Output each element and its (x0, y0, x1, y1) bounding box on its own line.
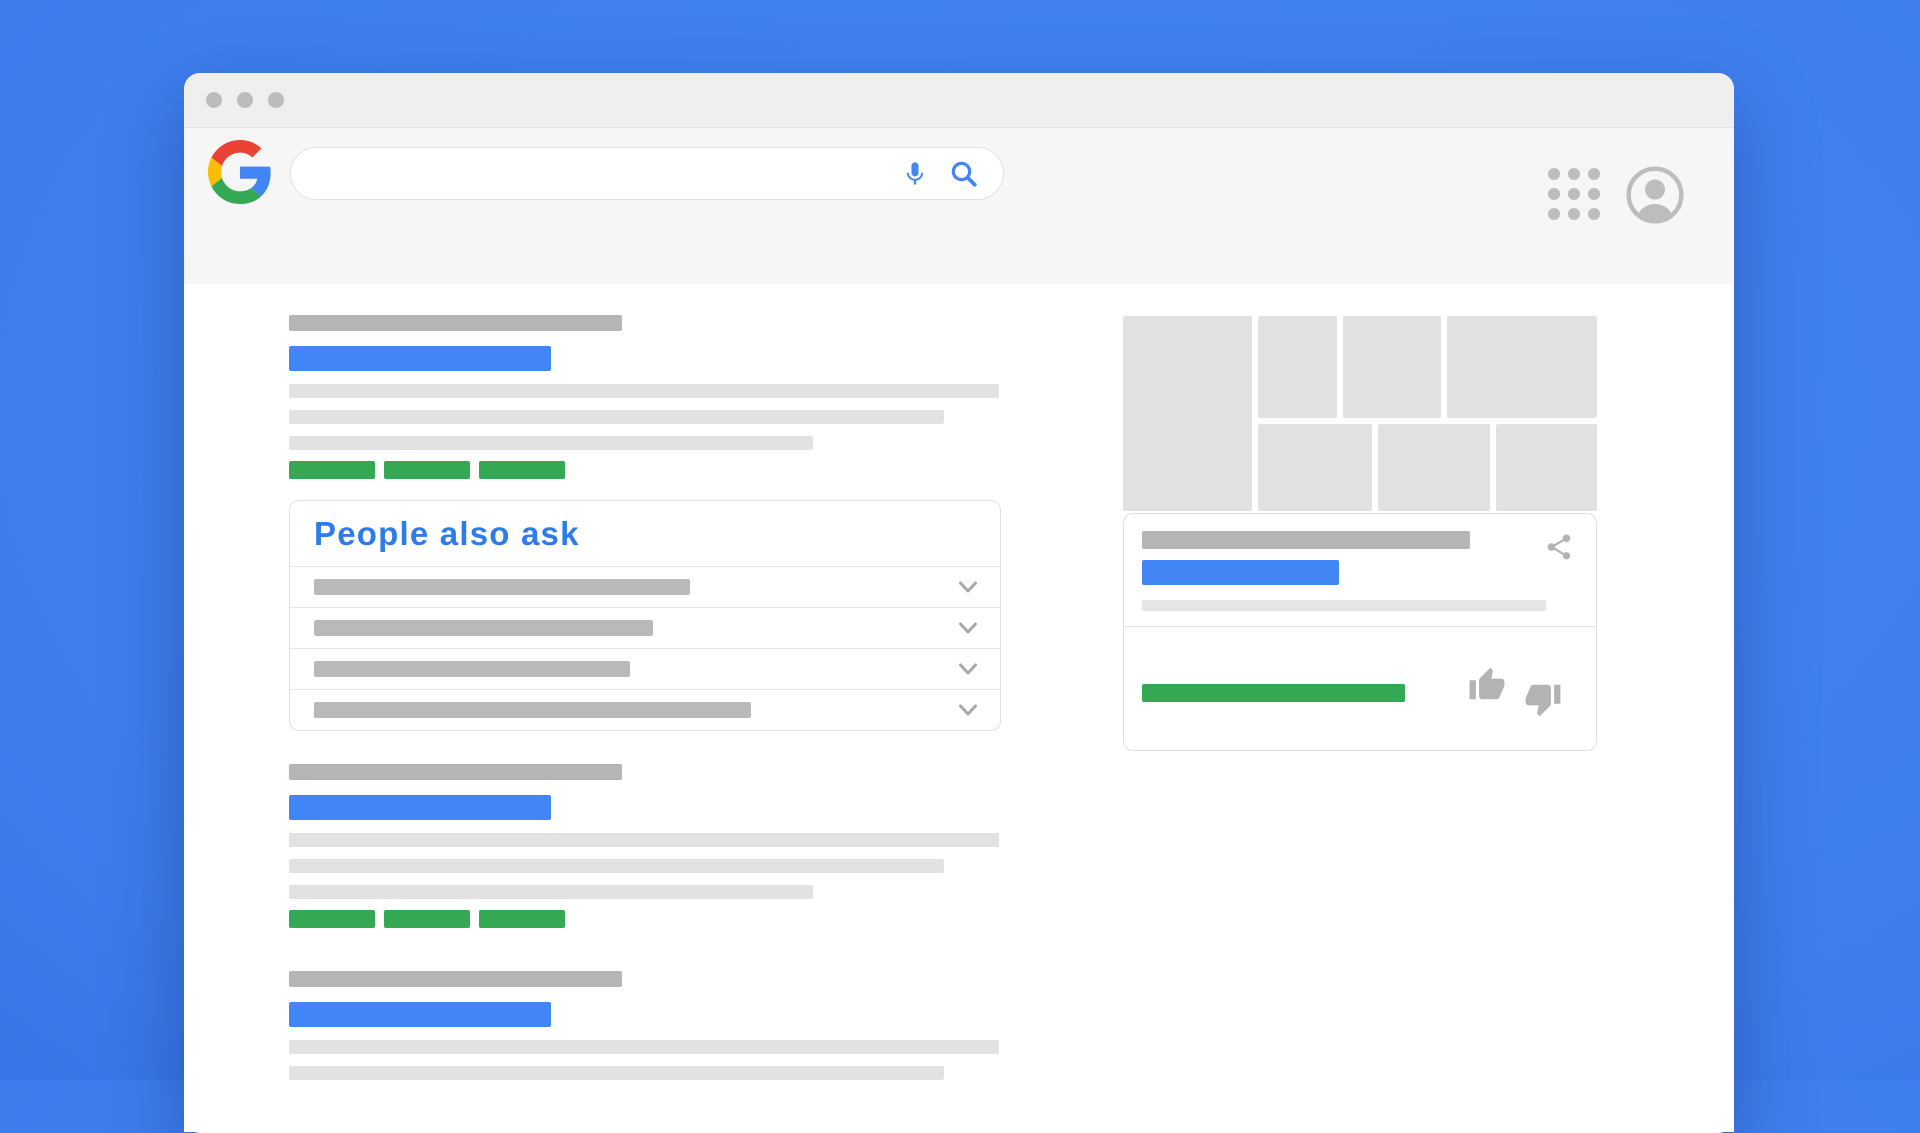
search-bar[interactable] (290, 147, 1004, 200)
image-placeholder[interactable] (1378, 424, 1490, 511)
image-placeholder[interactable] (1258, 316, 1337, 418)
people-also-ask-box: People also ask (289, 500, 1001, 731)
result-url-placeholder (289, 764, 622, 780)
panel-detail-placeholder (1142, 600, 1546, 611)
question-placeholder (314, 661, 630, 677)
image-placeholder[interactable] (1123, 316, 1252, 511)
knowledge-panel-image-grid (1123, 316, 1597, 511)
thumbs-down-icon[interactable] (1524, 680, 1562, 723)
knowledge-panel (1123, 316, 1597, 751)
window-control-dot[interactable] (268, 92, 284, 108)
chevron-down-icon[interactable] (958, 663, 978, 676)
result-description-placeholder (289, 436, 813, 450)
image-placeholder[interactable] (1447, 316, 1597, 418)
result-description-placeholder (289, 410, 944, 424)
result-url-placeholder (289, 315, 622, 331)
result-action-buttons (289, 461, 1001, 479)
window-control-dot[interactable] (206, 92, 222, 108)
google-logo (208, 140, 272, 204)
action-button-placeholder[interactable] (384, 910, 470, 928)
result-description-placeholder (289, 833, 999, 847)
chevron-down-icon[interactable] (958, 704, 978, 717)
browser-window: People also ask (184, 73, 1734, 1133)
image-placeholder[interactable] (1496, 424, 1597, 511)
people-also-ask-row[interactable] (290, 607, 1000, 648)
action-button-placeholder[interactable] (479, 461, 565, 479)
result-description-placeholder (289, 1066, 944, 1080)
feedback-label-placeholder (1142, 684, 1405, 702)
thumbs-up-icon[interactable] (1468, 666, 1506, 709)
action-button-placeholder[interactable] (479, 910, 565, 928)
knowledge-panel-card (1123, 513, 1597, 751)
window-control-dot[interactable] (237, 92, 253, 108)
search-results-page: People also ask (184, 284, 1734, 1132)
question-placeholder (314, 702, 751, 718)
results-column: People also ask (289, 284, 1001, 1080)
panel-link-placeholder[interactable] (1142, 560, 1339, 585)
people-also-ask-row[interactable] (290, 566, 1000, 607)
people-also-ask-row[interactable] (290, 648, 1000, 689)
question-placeholder (314, 620, 653, 636)
result-description-placeholder (289, 859, 944, 873)
action-button-placeholder[interactable] (384, 461, 470, 479)
panel-title-placeholder (1142, 531, 1470, 549)
question-placeholder (314, 579, 690, 595)
result-description-placeholder (289, 885, 813, 899)
result-description-placeholder (289, 384, 999, 398)
microphone-icon[interactable] (901, 160, 929, 188)
image-placeholder[interactable] (1343, 316, 1441, 418)
result-title-placeholder[interactable] (289, 795, 551, 820)
chevron-down-icon[interactable] (958, 622, 978, 635)
result-title-placeholder[interactable] (289, 346, 551, 371)
search-result (289, 284, 1001, 479)
people-also-ask-row[interactable] (290, 689, 1000, 730)
image-placeholder[interactable] (1258, 424, 1372, 511)
window-titlebar (184, 73, 1734, 128)
google-g-icon (208, 140, 271, 204)
profile-avatar-icon[interactable] (1626, 166, 1684, 224)
search-input[interactable] (317, 161, 881, 186)
search-icon[interactable] (949, 159, 979, 189)
apps-grid-icon[interactable] (1548, 168, 1600, 220)
people-also-ask-title: People also ask (314, 514, 580, 552)
action-button-placeholder[interactable] (289, 461, 375, 479)
action-button-placeholder[interactable] (289, 910, 375, 928)
result-title-placeholder[interactable] (289, 1002, 551, 1027)
search-result (289, 764, 1001, 928)
search-result (289, 971, 1001, 1080)
panel-divider (1124, 626, 1596, 627)
search-header (184, 128, 1734, 284)
share-icon[interactable] (1544, 532, 1574, 567)
result-action-buttons (289, 910, 1001, 928)
result-url-placeholder (289, 971, 622, 987)
chevron-down-icon[interactable] (958, 581, 978, 594)
result-description-placeholder (289, 1040, 999, 1054)
